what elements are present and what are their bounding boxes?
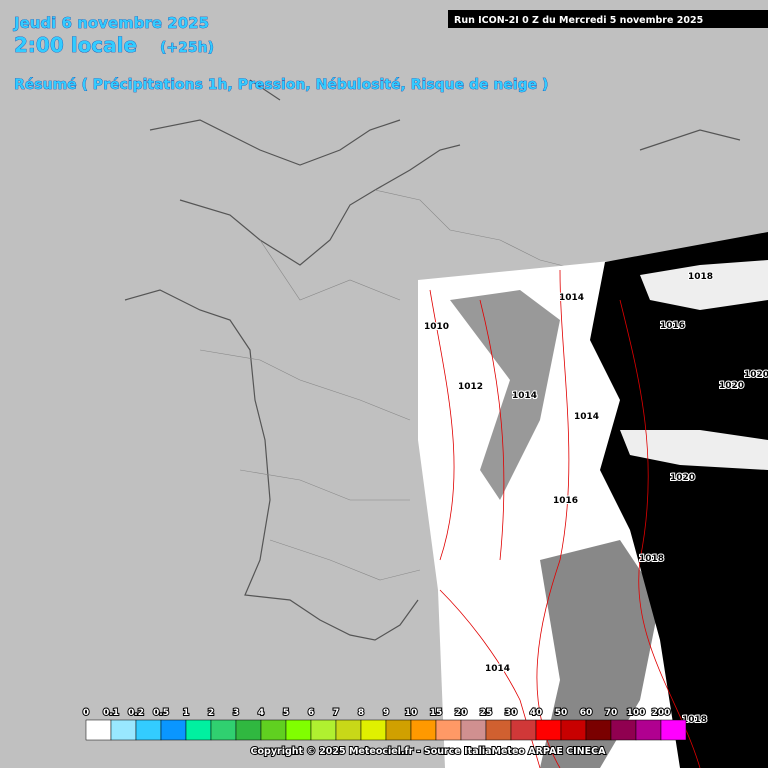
legend-swatch xyxy=(460,719,487,741)
legend-label: 100 xyxy=(627,708,646,718)
legend-swatch xyxy=(510,719,537,741)
legend: 0 0.1 0.2 0.5 1 2 3 4 5 6 7 8 9 10 15 20 25 30 40 50 60 70 100… xyxy=(82,707,687,741)
legend-label: 6 xyxy=(308,708,314,718)
legend-swatch xyxy=(535,719,562,741)
run-box xyxy=(448,10,768,28)
legend-swatch xyxy=(410,719,437,741)
legend-swatch xyxy=(360,719,387,741)
isobar-label: 1018 xyxy=(639,554,664,564)
legend-label: 15 xyxy=(430,708,443,718)
legend-swatch xyxy=(85,719,112,741)
legend-label: 20 xyxy=(455,708,468,718)
legend-swatch xyxy=(660,719,687,741)
isobar-label: 1016 xyxy=(553,496,578,506)
legend-label: 3 xyxy=(233,708,239,718)
legend-label: 5 xyxy=(283,708,289,718)
legend-swatch xyxy=(335,719,362,741)
legend-swatch xyxy=(310,719,337,741)
legend-label: 1 xyxy=(183,708,189,718)
isobars xyxy=(429,269,701,768)
legend-label: 200 xyxy=(652,708,671,718)
legend-label: 2 xyxy=(208,708,214,718)
cloud-dense xyxy=(590,232,768,768)
isobar-label: 1014 xyxy=(559,293,584,303)
isobar-label: 1020 xyxy=(670,473,695,483)
legend-label: 0.2 xyxy=(128,708,144,718)
legend-swatch xyxy=(110,719,137,741)
legend-swatch xyxy=(610,719,637,741)
legend-swatch xyxy=(585,719,612,741)
cloud-medium xyxy=(540,540,660,768)
cloud-medium xyxy=(450,290,560,500)
legend-label: 70 xyxy=(605,708,618,718)
legend-label: 9 xyxy=(383,708,389,718)
legend-swatch xyxy=(210,719,237,741)
legend-label: 60 xyxy=(580,708,593,718)
legend-label: 0.5 xyxy=(153,708,169,718)
legend-swatch xyxy=(235,719,262,741)
legend-label: 25 xyxy=(480,708,493,718)
isobar-label: 1018 xyxy=(682,715,707,725)
legend-label: 7 xyxy=(333,708,339,718)
isobar-label: 1014 xyxy=(512,391,537,401)
borders xyxy=(199,189,601,581)
legend-swatch xyxy=(185,719,212,741)
legend-label: 0 xyxy=(83,708,89,718)
legend-label: 10 xyxy=(405,708,418,718)
isobar-label: 1018 xyxy=(688,272,713,282)
summary: Résumé ( Précipitations 1h, Pression, Né… xyxy=(14,77,548,93)
isobar-label: 1010 xyxy=(424,322,449,332)
copyright: Copyright © 2025 Meteociel.fr - Source I… xyxy=(251,746,607,757)
legend-label: 8 xyxy=(358,708,364,718)
legend-swatch xyxy=(635,719,662,741)
legend-swatch xyxy=(135,719,162,741)
run-info: Run ICON-2I 0 Z du Mercredi 5 novembre 2… xyxy=(454,15,703,26)
isobar-label: 1020 xyxy=(719,381,744,391)
legend-label: 0.1 xyxy=(103,708,119,718)
legend-swatch xyxy=(485,719,512,741)
legend-label: 30 xyxy=(505,708,518,718)
isobar-labels: 1018 1014 1016 1010 1012 1014 1020 1020 … xyxy=(423,271,768,726)
legend-label: 4 xyxy=(258,708,264,718)
isobar-label: 1014 xyxy=(574,412,599,422)
isobar-label: 1016 xyxy=(660,321,685,331)
legend-swatch xyxy=(560,719,587,741)
isobar-label: 1020 xyxy=(744,370,768,380)
isobar-label: 1012 xyxy=(458,382,483,392)
legend-swatch xyxy=(260,719,287,741)
legend-swatch xyxy=(160,719,187,741)
local-time: 2:00 locale xyxy=(14,33,137,57)
isobar-label: 1014 xyxy=(485,664,510,674)
legend-swatch xyxy=(285,719,312,741)
legend-label: 40 xyxy=(530,708,543,718)
forecast-offset: (+25h) xyxy=(160,40,214,56)
legend-label: 50 xyxy=(555,708,568,718)
legend-swatch xyxy=(385,719,412,741)
cloud-light xyxy=(640,260,768,310)
date: Jeudi 6 novembre 2025 xyxy=(13,14,209,32)
coastlines xyxy=(124,79,741,641)
legend-swatch xyxy=(435,719,462,741)
cloud-light xyxy=(620,430,768,470)
